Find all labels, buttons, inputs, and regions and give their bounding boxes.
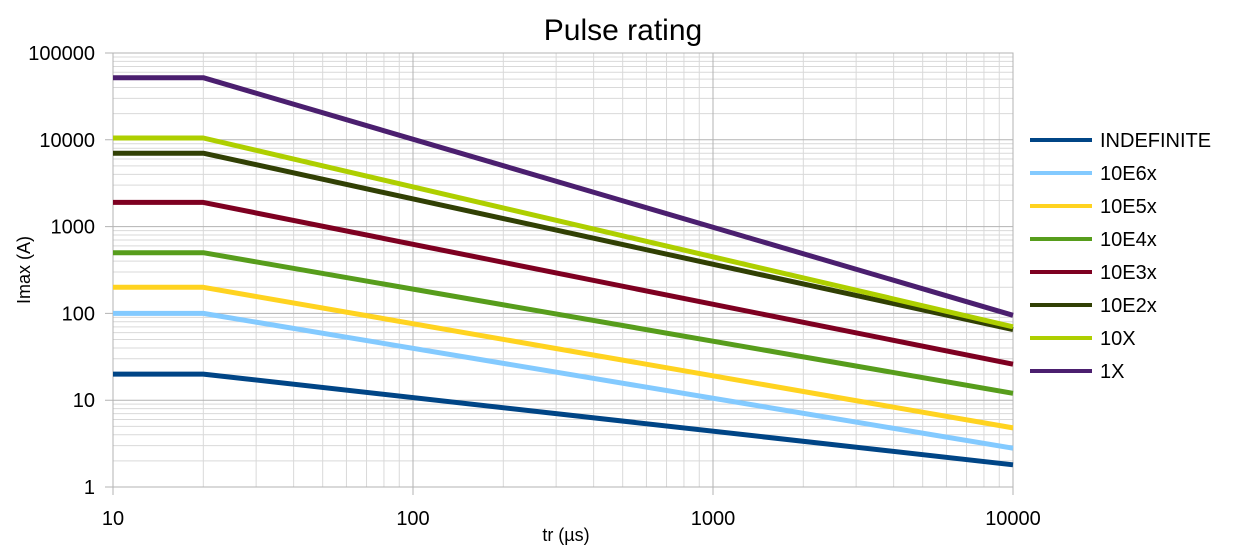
y-tick-label: 10000	[39, 130, 95, 152]
x-axis-ticks: 10 100 1000 10000	[102, 508, 1041, 530]
y-tick-label: 1000	[51, 217, 96, 239]
series-line-10e3x	[113, 199, 1014, 367]
legend-label: 10X	[1100, 328, 1136, 350]
legend-label: 10E6x	[1100, 163, 1157, 185]
y-tick-label: 100000	[28, 43, 95, 65]
series-line-10e4x	[113, 250, 1014, 396]
series-line-indefinite	[113, 371, 1014, 468]
legend-item: 1X	[1030, 361, 1124, 383]
legend-label: 10E4x	[1100, 229, 1157, 251]
legend-item: INDEFINITE	[1030, 130, 1211, 152]
y-tick-label: 100	[62, 303, 95, 325]
legend-item: 10E2x	[1030, 295, 1157, 317]
series-line-10e5x	[113, 284, 1014, 431]
y-tick-label: 10	[73, 390, 95, 412]
y-tick-label: 1	[84, 477, 95, 499]
chart-title: Pulse rating	[544, 14, 702, 47]
series-line-10x	[113, 135, 1014, 330]
legend: INDEFINITE 10E6x 10E5x 10E4x 10E3x 10E2x 10X 1X	[1030, 130, 1211, 383]
legend-label: INDEFINITE	[1100, 130, 1211, 152]
series-line-10e6x	[113, 310, 1014, 451]
x-axis-label: tr (µs)	[542, 525, 589, 545]
legend-label: 10E3x	[1100, 262, 1157, 284]
y-axis-label: Imax (A)	[14, 236, 34, 304]
legend-label: 10E5x	[1100, 196, 1157, 218]
legend-item: 10X	[1030, 328, 1136, 350]
legend-item: 10E5x	[1030, 196, 1157, 218]
y-axis-ticks: 1 10 100 1000 10000 100000	[28, 43, 95, 499]
x-tick-label: 10	[102, 508, 124, 530]
legend-label: 1X	[1100, 361, 1124, 383]
plot-area	[112, 52, 1014, 488]
x-tick-label: 10000	[985, 508, 1041, 530]
series-lines	[113, 75, 1014, 468]
series-line-10e2x	[113, 150, 1014, 333]
legend-item: 10E4x	[1030, 229, 1157, 251]
series-line-1x	[113, 75, 1014, 318]
legend-item: 10E6x	[1030, 163, 1157, 185]
legend-item: 10E3x	[1030, 262, 1157, 284]
x-tick-label: 100	[396, 508, 429, 530]
x-tick-label: 1000	[691, 508, 736, 530]
legend-label: 10E2x	[1100, 295, 1157, 317]
